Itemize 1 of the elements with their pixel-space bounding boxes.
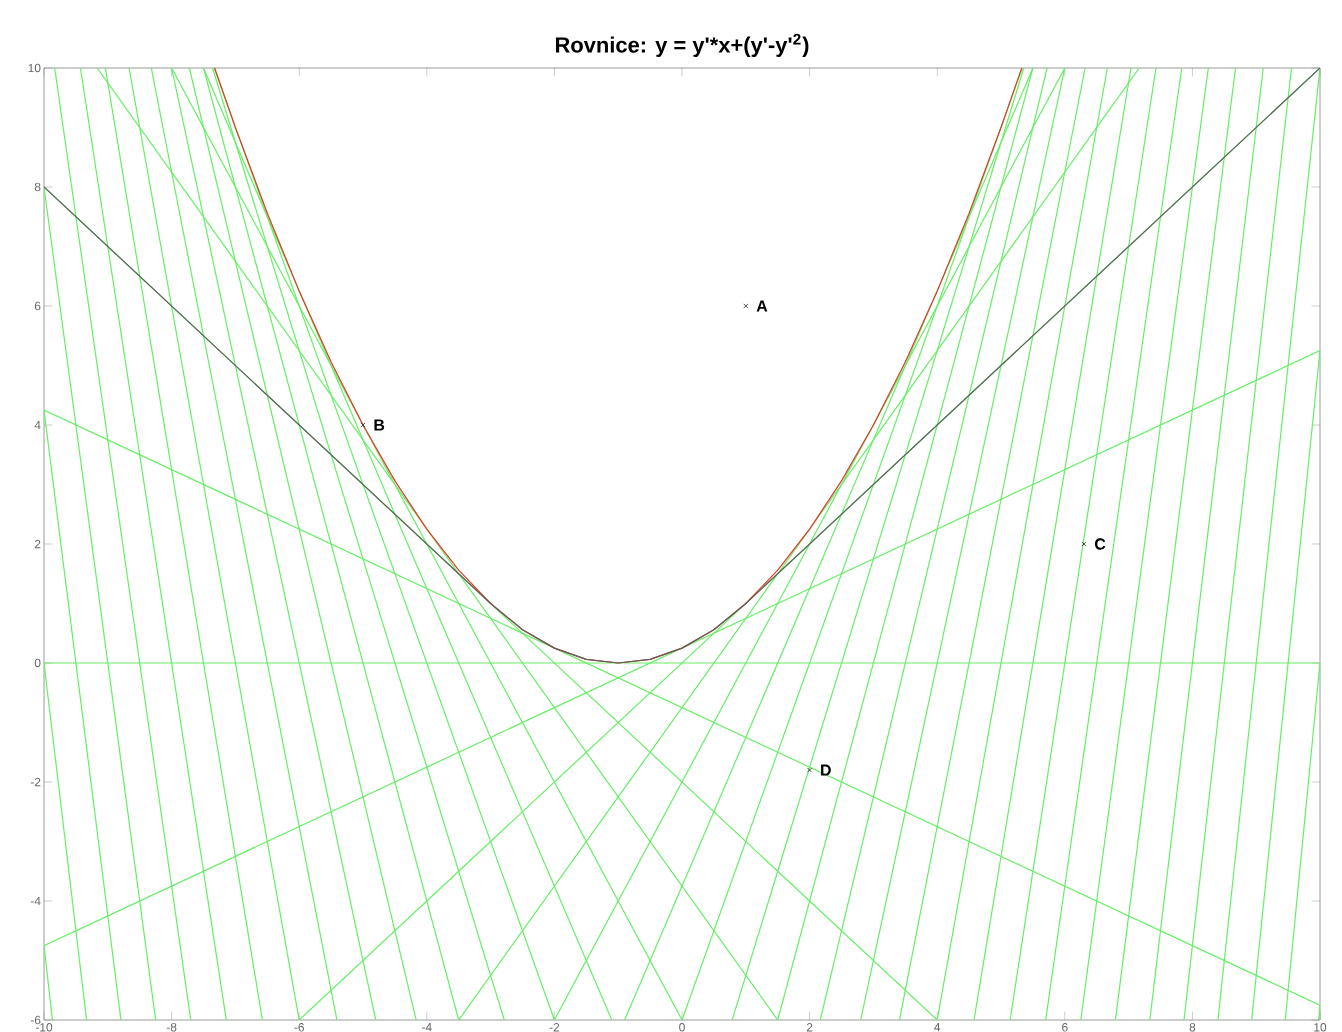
chart-title: Rovnice: y = y'*x+(y'-y'$^{2}$) (555, 33, 809, 57)
